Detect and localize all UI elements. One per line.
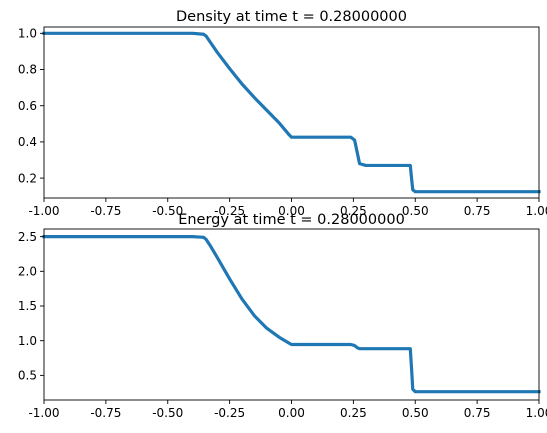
density-xtick-label: 0.50 xyxy=(402,204,429,218)
density-xtick-label: 1.00 xyxy=(526,204,547,218)
density-xtick-label: 0.75 xyxy=(464,204,491,218)
energy-ytick-label: 2.5 xyxy=(18,230,37,244)
density-xtick-label: 0.00 xyxy=(278,204,305,218)
density-ytick-label: 0.6 xyxy=(18,99,37,113)
density-series-line xyxy=(42,31,541,194)
density-xtick-label: -1.00 xyxy=(28,204,59,218)
density-ytick-label: 0.4 xyxy=(18,135,37,149)
density-axes-frame xyxy=(43,26,540,199)
energy-xtick-label: -0.50 xyxy=(152,406,183,420)
energy-title: Energy at time t = 0.28000000 xyxy=(178,212,405,228)
density-ytick-label: 0.8 xyxy=(18,63,37,77)
density-subplot: Density at time t = 0.28000000 -1.00 -0.7… xyxy=(18,9,547,218)
density-xtick-label: 0.25 xyxy=(340,204,367,218)
density-ytick-label: 1.0 xyxy=(18,27,37,41)
energy-ytick-label: 1.5 xyxy=(18,299,37,313)
density-title: Density at time t = 0.28000000 xyxy=(176,9,407,25)
density-xtick-label: -0.50 xyxy=(152,204,183,218)
energy-series-line xyxy=(42,235,541,394)
energy-xtick-label: 0.00 xyxy=(278,406,305,420)
energy-xtick-label: 0.25 xyxy=(340,406,367,420)
energy-xtick-label: 0.50 xyxy=(402,406,429,420)
density-xtick-label: -0.25 xyxy=(214,204,245,218)
energy-xtick-label: -0.75 xyxy=(90,406,121,420)
energy-ytick-label: 0.5 xyxy=(18,369,37,383)
energy-xtick-label: -1.00 xyxy=(28,406,59,420)
energy-xtick-label: 1.00 xyxy=(526,406,547,420)
energy-subplot: -1.00 -0.75 -0.50 -0.25 0.00 0.25 0.50 0.75 1.0 0… xyxy=(18,228,547,420)
energy-axes-frame xyxy=(43,228,540,401)
energy-ytick-label: 1.0 xyxy=(18,334,37,348)
energy-xtick-label: -0.25 xyxy=(214,406,245,420)
energy-xtick-label: 0.75 xyxy=(464,406,491,420)
density-xtick-label: -0.75 xyxy=(90,204,121,218)
energy-ytick-label: 2.0 xyxy=(18,265,37,279)
density-ytick-label: 0.2 xyxy=(18,171,37,185)
